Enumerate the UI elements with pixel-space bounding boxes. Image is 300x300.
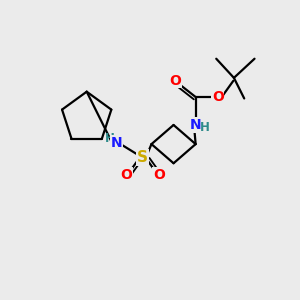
Text: N: N [190, 118, 202, 132]
Text: N: N [110, 136, 122, 150]
Text: O: O [212, 90, 224, 104]
Text: O: O [121, 168, 132, 182]
Text: S: S [137, 150, 148, 165]
Text: H: H [200, 121, 210, 134]
Text: O: O [169, 74, 181, 88]
Text: O: O [153, 168, 165, 182]
Text: H: H [105, 132, 115, 145]
